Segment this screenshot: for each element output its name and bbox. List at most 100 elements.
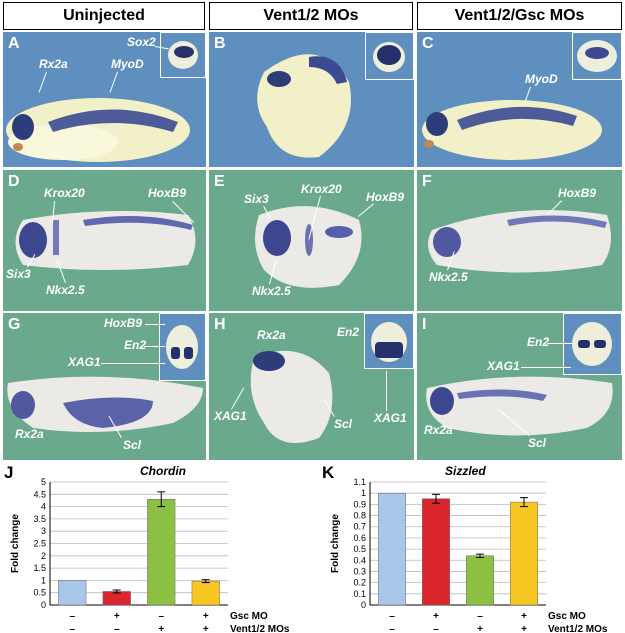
condition-mark-gsc: – — [389, 611, 395, 622]
gene-label-krox20: Krox20 — [44, 186, 85, 200]
panel-label-j: J — [4, 463, 14, 482]
bar — [378, 492, 406, 606]
condition-mark-vent: + — [521, 624, 527, 633]
y-tick-label: 5 — [41, 477, 46, 487]
inset-embryo-a — [168, 41, 198, 69]
y-tick-label: 3 — [41, 526, 46, 536]
condition-mark-vent: + — [158, 624, 164, 633]
gene-label-myod: MyoD — [111, 57, 144, 71]
condition-mark-vent: – — [69, 624, 75, 633]
gene-label-rx2a: Rx2a — [39, 57, 68, 71]
panel-g: G HoxB9 En2 XAG1 Rx2a Scl — [3, 313, 206, 460]
leader-line — [144, 346, 165, 347]
gene-label-hoxb9: HoxB9 — [148, 186, 187, 200]
condition-mark-gsc: – — [69, 611, 75, 622]
condition-mark-vent: + — [477, 624, 483, 633]
condition-mark-gsc: – — [477, 611, 483, 622]
inset-embryo-i — [572, 322, 612, 366]
condition-label-vent: Vent1/2 MOs — [230, 624, 290, 633]
panel-c: C MyoD — [417, 32, 622, 167]
y-tick-label: 0.3 — [353, 566, 366, 576]
panel-label-e: E — [214, 173, 225, 190]
condition-mark-vent: – — [114, 624, 120, 633]
gene-label-en2: En2 — [124, 338, 147, 352]
inset-a — [160, 32, 206, 78]
inset-i — [563, 313, 622, 375]
y-axis-label: Fold change — [330, 514, 341, 573]
gene-label-six3: Six3 — [6, 267, 31, 281]
condition-mark-gsc: + — [433, 611, 439, 622]
gene-label-krox20: Krox20 — [301, 182, 342, 196]
panel-b: B — [209, 32, 414, 167]
panel-i: I En2 XAG1 Rx2a Scl — [417, 313, 622, 460]
gene-label-en2: En2 — [337, 325, 360, 339]
inset-embryo-c — [577, 40, 617, 72]
gene-label-six3: Six3 — [244, 192, 269, 206]
gene-label-scl: Scl — [334, 417, 353, 431]
panel-label-a: A — [8, 35, 20, 52]
panel-label-b: B — [214, 35, 226, 52]
chart-chordin: 0 0.5 1 1.5 2 2.5 3 3.5 4 4.5 5 Fold change – – + – – + + +… — [10, 477, 290, 633]
condition-mark-gsc: + — [114, 611, 120, 622]
gene-label-scl: Scl — [528, 436, 547, 450]
y-tick-label: 0.1 — [353, 589, 366, 599]
gene-label-rx2a: Rx2a — [424, 423, 453, 437]
y-tick-label: 1 — [41, 575, 46, 585]
leader-line — [547, 343, 572, 344]
gene-label-nkx2-5: Nkx2.5 — [429, 270, 468, 284]
panel-e: E Six3 Krox20 HoxB9 Nkx2.5 — [209, 170, 414, 311]
bar — [102, 591, 131, 606]
gene-label-hoxb9: HoxB9 — [558, 186, 597, 200]
y-tick-label: 2 — [41, 551, 46, 561]
condition-mark-vent: – — [389, 624, 395, 633]
y-tick-label: 3.5 — [33, 514, 46, 524]
embryo-image-b — [257, 54, 351, 158]
chart-title-sizzled: Sizzled — [445, 464, 486, 478]
leader-line — [101, 363, 165, 364]
gene-label-xag1: XAG1 — [214, 409, 247, 423]
gene-label-xag1: XAG1 — [487, 359, 520, 373]
y-axis-label: Fold change — [10, 514, 21, 573]
chart-title-chordin: Chordin — [140, 464, 186, 478]
panel-label-h: H — [214, 316, 226, 333]
y-tick-label: 2.5 — [33, 539, 46, 549]
panel-label-d: D — [8, 173, 20, 190]
panel-h: H Rx2a En2 XAG1 XAG1 Scl — [209, 313, 414, 460]
condition-mark-gsc: + — [521, 611, 527, 622]
y-tick-label: 0.6 — [353, 533, 366, 543]
inset-embryo-g — [166, 325, 198, 369]
bar — [422, 498, 450, 606]
gene-label-xag1: XAG1 — [68, 355, 101, 369]
gene-label-en2: En2 — [527, 335, 550, 349]
y-tick-label: 0.5 — [353, 544, 366, 554]
gene-label-scl: Scl — [123, 438, 142, 452]
chart-sizzled: 00.10.2 0.30.40.50.60.70.8 0.911.1 Fold cha… — [330, 477, 608, 633]
condition-mark-vent: – — [433, 624, 439, 633]
y-tick-label: 0.2 — [353, 578, 366, 588]
panel-f: F HoxB9 Nkx2.5 — [417, 170, 622, 311]
inset-h — [364, 313, 414, 369]
panel-label-c: C — [422, 35, 434, 52]
y-tick-label: 4 — [41, 502, 46, 512]
gene-label-sox2: Sox2 — [127, 35, 156, 49]
condition-label-gsc: Gsc MO — [548, 611, 586, 622]
embryo-image-g — [7, 376, 204, 432]
inset-g — [159, 313, 206, 381]
y-tick-label: 0.4 — [353, 555, 366, 565]
y-tick-label: 1.1 — [353, 477, 366, 487]
condition-label-gsc: Gsc MO — [230, 611, 268, 622]
panel-label-g: G — [8, 316, 21, 333]
y-tick-label: 0.7 — [353, 522, 366, 532]
column-header-uninjected: Uninjected — [3, 2, 205, 30]
column-header-vent-gsc-mos: Vent1/2/Gsc MOs — [417, 2, 622, 30]
panel-label-f: F — [422, 173, 432, 190]
embryo-image-e — [255, 206, 362, 288]
embryo-image-h — [250, 350, 333, 443]
gene-label-xag1: XAG1 — [374, 411, 407, 425]
embryo-image-d — [15, 211, 196, 270]
gene-label-nkx2-5: Nkx2.5 — [252, 284, 291, 298]
y-tick-label: 0 — [361, 600, 366, 610]
panel-label-i: I — [422, 316, 427, 333]
embryo-image-f — [428, 210, 611, 273]
gene-label-hoxb9: HoxB9 — [366, 190, 405, 204]
